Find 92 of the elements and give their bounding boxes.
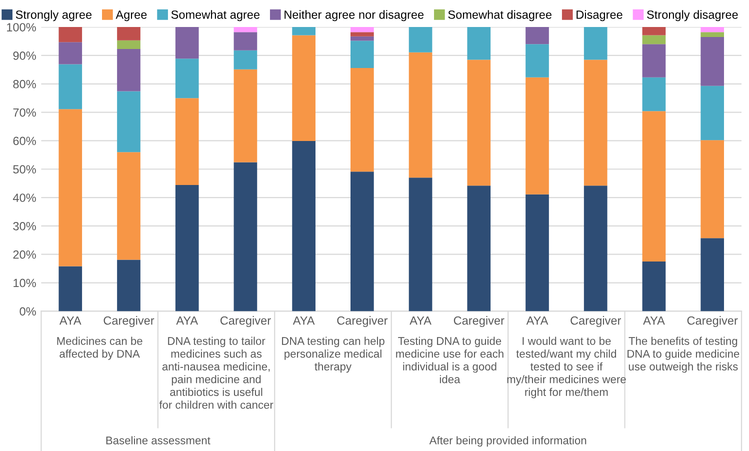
bar <box>234 162 258 312</box>
bar <box>234 50 258 70</box>
bar <box>175 58 199 98</box>
bar <box>700 86 724 140</box>
legend-label: Agree <box>116 10 147 22</box>
bar <box>408 27 432 52</box>
bar <box>350 68 374 172</box>
legend-label: Neither agree nor disagree <box>284 10 424 22</box>
text: Testing DNA to guide medicine use for each individual is a good idea <box>396 336 504 384</box>
text: DNA testing can help personalize medical therapy <box>282 336 384 373</box>
bar <box>175 98 199 186</box>
y-tick-label: 90% <box>13 52 36 60</box>
bar <box>700 27 724 32</box>
bar <box>350 27 374 32</box>
legend-label: Strongly agree <box>16 10 92 22</box>
bar <box>350 172 374 312</box>
bar <box>117 48 140 92</box>
bar <box>58 266 82 312</box>
y-tick-label: 50% <box>13 165 36 174</box>
x-tick-label: Caregiver <box>337 316 388 328</box>
bar <box>234 32 258 50</box>
bar <box>642 44 666 78</box>
y-tick-label: 80% <box>13 80 36 88</box>
text: The benefits of testing DNA to guide medicine use outweigh the risks <box>628 336 740 373</box>
bar <box>58 109 82 266</box>
y-tick-label: 30% <box>13 222 36 230</box>
bar <box>58 64 82 110</box>
x-tick-label: Caregiver <box>570 316 622 328</box>
bar <box>526 27 549 44</box>
bar <box>526 194 549 312</box>
bar <box>408 178 432 312</box>
bar <box>58 27 82 42</box>
bar <box>350 36 374 41</box>
bar <box>467 60 491 186</box>
bar <box>700 32 724 38</box>
bar <box>117 260 140 312</box>
bar <box>117 40 140 49</box>
legend-label: Disagree <box>576 10 622 22</box>
x-tick-label: AYA <box>643 316 665 325</box>
bar <box>584 60 608 186</box>
text: DNA testing to tailor medicines such as anti-nausea medicine, pain medicine and antibiotics is useful for children with cancer <box>159 336 274 409</box>
legend-label: Somewhat disagree <box>448 10 552 22</box>
bar <box>700 37 724 86</box>
x-tick-label: Caregiver <box>454 316 504 328</box>
bar <box>234 69 258 162</box>
text: After being provided information <box>429 436 586 447</box>
bar <box>175 185 199 312</box>
y-tick-label: 20% <box>13 250 36 259</box>
bar <box>292 27 316 36</box>
bar <box>292 140 316 312</box>
bar <box>584 27 608 60</box>
bar <box>292 35 316 141</box>
bar <box>350 40 374 68</box>
y-tick-label: 0% <box>20 307 36 316</box>
x-tick-label: AYA <box>526 316 548 325</box>
bar <box>175 27 199 59</box>
text: Baseline assessment <box>106 436 210 444</box>
y-tick-label: 40% <box>12 194 36 202</box>
bar <box>700 140 724 238</box>
y-tick-label: 60% <box>13 136 36 146</box>
x-tick-label: Caregiver <box>220 316 271 328</box>
y-tick-label: 100% <box>7 23 36 32</box>
bar <box>467 27 491 60</box>
bar <box>350 32 374 36</box>
x-tick-label: Caregiver <box>104 316 154 328</box>
legend-label: Somewhat agree <box>171 10 260 22</box>
bar <box>584 186 608 312</box>
x-tick-label: AYA <box>292 316 315 325</box>
y-tick-label: 70% <box>13 108 36 117</box>
legend-label: Strongly disagree <box>647 10 738 22</box>
x-tick-label: Caregiver <box>687 316 738 328</box>
bar <box>526 77 549 194</box>
bar <box>642 261 666 312</box>
bar <box>58 42 82 64</box>
x-tick-label: AYA <box>176 316 198 325</box>
bar <box>408 52 432 178</box>
x-tick-label: AYA <box>410 316 432 325</box>
bar <box>642 111 666 262</box>
bar <box>526 44 549 78</box>
x-tick-label: AYA <box>59 316 82 325</box>
bar <box>467 186 491 312</box>
y-tick-label: 10% <box>14 278 36 288</box>
bar <box>642 77 666 112</box>
bar <box>234 27 258 32</box>
bar <box>642 27 666 36</box>
bar <box>700 238 724 312</box>
bar <box>117 27 140 40</box>
bar <box>642 35 666 44</box>
text: I would want to be tested/want my child tested to see if my/their medicines were right for me/them <box>507 336 626 398</box>
bar <box>117 152 140 260</box>
text: Medicines can be affected by DNA <box>57 336 142 360</box>
bar <box>117 91 140 152</box>
